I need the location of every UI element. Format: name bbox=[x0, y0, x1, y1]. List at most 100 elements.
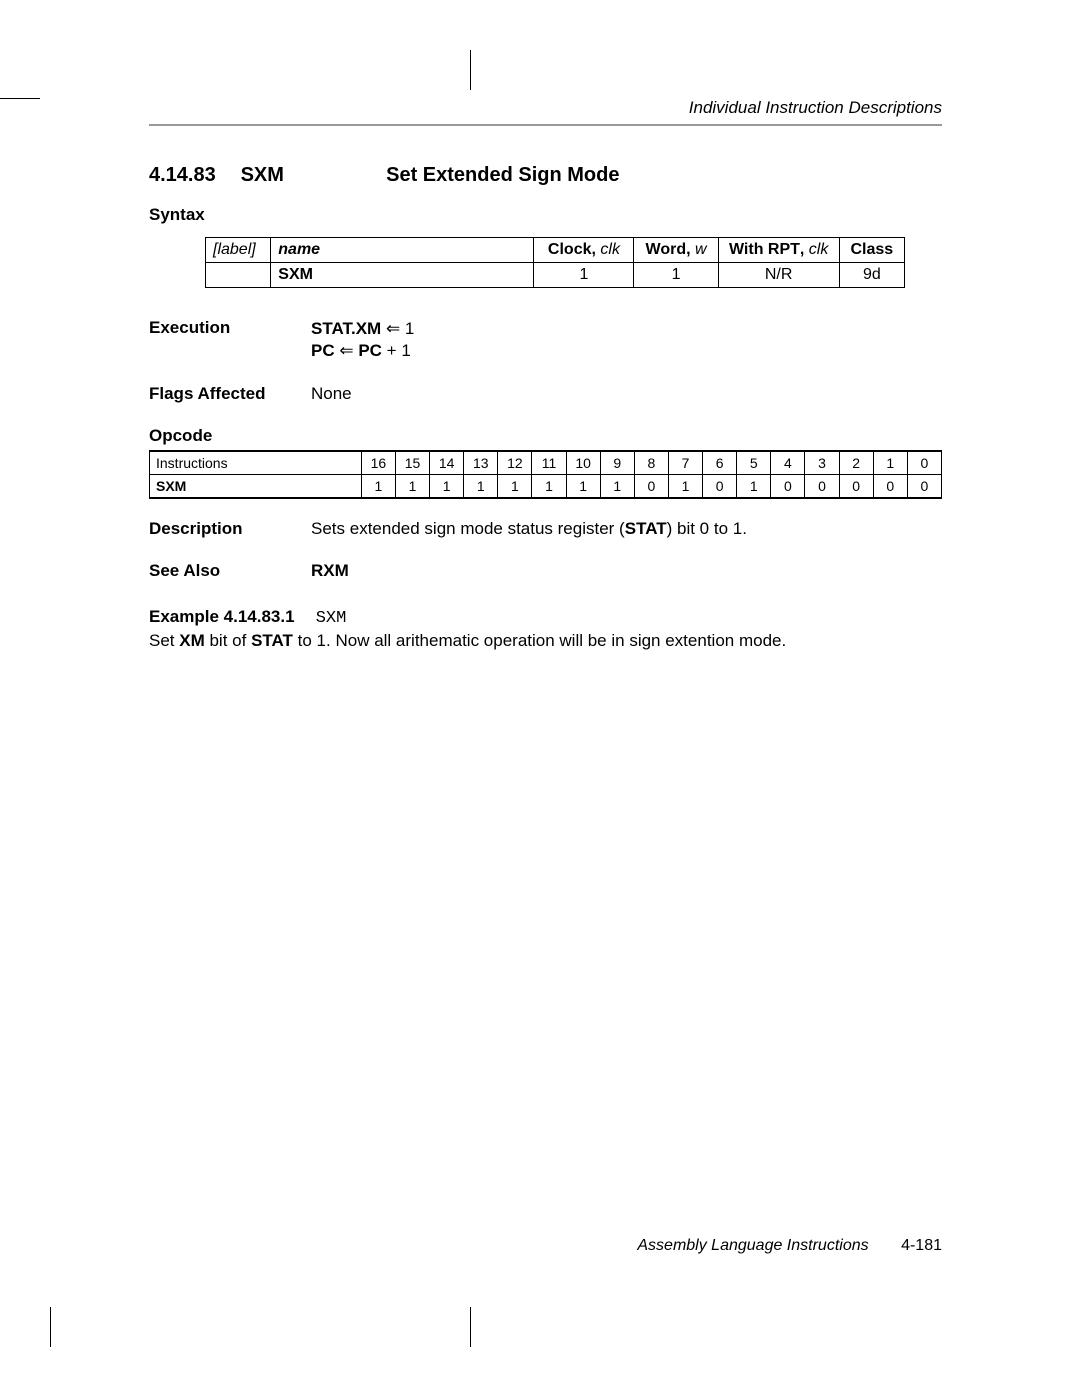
syntax-h-rpt-it: clk bbox=[809, 241, 829, 258]
syntax-h-word: Word bbox=[646, 241, 687, 258]
syntax-h-class: Class bbox=[850, 241, 893, 258]
opcode-bit-h: 1 bbox=[873, 451, 907, 475]
execution-row: Execution STAT.XM ⇐ 1 PC ⇐ PC + 1 bbox=[149, 318, 942, 362]
opcode-bit-h: 14 bbox=[430, 451, 464, 475]
syntax-h-name: name bbox=[278, 241, 320, 258]
section-heading: 4.14.83 SXM Set Extended Sign Mode bbox=[149, 164, 942, 187]
syntax-d-word: 1 bbox=[634, 263, 718, 288]
arrow-icon: ⇐ bbox=[339, 341, 353, 360]
opcode-bit-h: 7 bbox=[668, 451, 702, 475]
opcode-bit-h: 3 bbox=[805, 451, 839, 475]
syntax-data-row: SXM 1 1 N/R 9d bbox=[206, 263, 905, 288]
opcode-bit-h: 5 bbox=[737, 451, 771, 475]
opcode-bit-d: 1 bbox=[361, 475, 395, 499]
syntax-h-clock-it: clk bbox=[600, 241, 620, 258]
opcode-bit-h: 0 bbox=[907, 451, 941, 475]
content-area: Individual Instruction Descriptions 4.14… bbox=[149, 98, 942, 653]
see-also-label: See Also bbox=[149, 561, 311, 581]
syntax-h-rpt: With RPT bbox=[729, 241, 800, 258]
opcode-table: Instructions161514131211109876543210 SXM… bbox=[149, 450, 942, 499]
syntax-h-clock: Clock bbox=[548, 241, 592, 258]
crop-mark-bottom-mid bbox=[470, 1307, 471, 1347]
opcode-header-row: Instructions161514131211109876543210 bbox=[150, 451, 942, 475]
opcode-bit-h: 4 bbox=[771, 451, 805, 475]
crop-mark-top bbox=[470, 50, 471, 90]
see-also-value: RXM bbox=[311, 561, 349, 580]
page: Individual Instruction Descriptions 4.14… bbox=[50, 50, 1030, 1347]
ex-pre: Set bbox=[149, 631, 179, 650]
crop-mark-left bbox=[0, 98, 40, 99]
opcode-bit-h: 15 bbox=[395, 451, 429, 475]
opcode-bit-d: 1 bbox=[532, 475, 566, 499]
syntax-header-row: [label] name Clock, clk Word, w With RPT… bbox=[206, 238, 905, 263]
section-number: 4.14.83 bbox=[149, 164, 235, 187]
exec-l2-c: + 1 bbox=[382, 341, 411, 360]
opcode-bit-d: 1 bbox=[737, 475, 771, 499]
desc-post: ) bit 0 to 1. bbox=[667, 519, 747, 538]
opcode-bit-d: 1 bbox=[430, 475, 464, 499]
exec-l1-post: 1 bbox=[400, 319, 414, 338]
opcode-bit-d: 0 bbox=[873, 475, 907, 499]
running-head: Individual Instruction Descriptions bbox=[149, 98, 942, 126]
syntax-d-name: SXM bbox=[278, 266, 313, 283]
execution-label: Execution bbox=[149, 318, 311, 362]
opcode-h-inst: Instructions bbox=[150, 451, 362, 475]
opcode-bit-d: 0 bbox=[805, 475, 839, 499]
desc-bold: STAT bbox=[625, 519, 667, 538]
section-mnemonic: SXM bbox=[241, 164, 381, 187]
syntax-table: [label] name Clock, clk Word, w With RPT… bbox=[205, 237, 905, 288]
opcode-d-inst: SXM bbox=[150, 475, 362, 499]
opcode-bit-d: 1 bbox=[498, 475, 532, 499]
syntax-h-label: [label] bbox=[213, 241, 256, 258]
description-label: Description bbox=[149, 519, 311, 539]
opcode-bit-d: 0 bbox=[839, 475, 873, 499]
opcode-bit-h: 10 bbox=[566, 451, 600, 475]
desc-pre: Sets extended sign mode status register … bbox=[311, 519, 625, 538]
opcode-bit-h: 2 bbox=[839, 451, 873, 475]
exec-l2-a: PC bbox=[311, 341, 335, 360]
description-row: Description Sets extended sign mode stat… bbox=[149, 519, 942, 539]
ex-b1: XM bbox=[179, 631, 205, 650]
example-text: Set XM bit of STAT to 1. Now all arithem… bbox=[149, 630, 942, 653]
flags-label: Flags Affected bbox=[149, 384, 311, 404]
see-also-row: See Also RXM bbox=[149, 561, 942, 581]
ex-post: to 1. Now all arithematic operation will… bbox=[293, 631, 786, 650]
opcode-bit-h: 13 bbox=[464, 451, 498, 475]
syntax-label: Syntax bbox=[149, 205, 942, 225]
example-label: Example 4.14.83.1 bbox=[149, 607, 311, 627]
opcode-bit-h: 12 bbox=[498, 451, 532, 475]
exec-l1-pre: STAT.XM bbox=[311, 319, 381, 338]
exec-l2-b: PC bbox=[354, 341, 382, 360]
opcode-bit-d: 0 bbox=[634, 475, 668, 499]
opcode-bit-h: 9 bbox=[600, 451, 634, 475]
opcode-bit-h: 16 bbox=[361, 451, 395, 475]
opcode-bit-h: 6 bbox=[703, 451, 737, 475]
example-block: Example 4.14.83.1 SXM Set XM bit of STAT… bbox=[149, 607, 942, 653]
opcode-bit-d: 1 bbox=[600, 475, 634, 499]
ex-mid1: bit of bbox=[205, 631, 251, 650]
opcode-bit-d: 1 bbox=[566, 475, 600, 499]
execution-line2: PC ⇐ PC + 1 bbox=[311, 340, 942, 362]
opcode-bit-h: 11 bbox=[532, 451, 566, 475]
opcode-label: Opcode bbox=[149, 426, 311, 446]
opcode-bit-d: 0 bbox=[907, 475, 941, 499]
crop-mark-bottom-left bbox=[50, 1307, 51, 1347]
flags-row: Flags Affected None bbox=[149, 384, 942, 404]
syntax-h-word-it: w bbox=[695, 241, 707, 258]
syntax-d-class: 9d bbox=[839, 263, 904, 288]
opcode-bit-d: 1 bbox=[395, 475, 429, 499]
opcode-data-row: SXM11111111010100000 bbox=[150, 475, 942, 499]
flags-value: None bbox=[311, 384, 942, 404]
arrow-icon: ⇐ bbox=[386, 319, 400, 338]
footer-page: 4-181 bbox=[901, 1237, 942, 1254]
execution-line1: STAT.XM ⇐ 1 bbox=[311, 318, 942, 340]
page-footer: Assembly Language Instructions 4-181 bbox=[149, 1237, 942, 1255]
description-text: Sets extended sign mode status register … bbox=[311, 519, 942, 539]
syntax-d-clock: 1 bbox=[534, 263, 634, 288]
ex-b2: STAT bbox=[251, 631, 293, 650]
opcode-bit-d: 0 bbox=[771, 475, 805, 499]
syntax-d-label bbox=[206, 263, 271, 288]
footer-chapter: Assembly Language Instructions bbox=[637, 1237, 868, 1254]
section-title: Set Extended Sign Mode bbox=[386, 164, 619, 186]
opcode-bit-d: 1 bbox=[668, 475, 702, 499]
